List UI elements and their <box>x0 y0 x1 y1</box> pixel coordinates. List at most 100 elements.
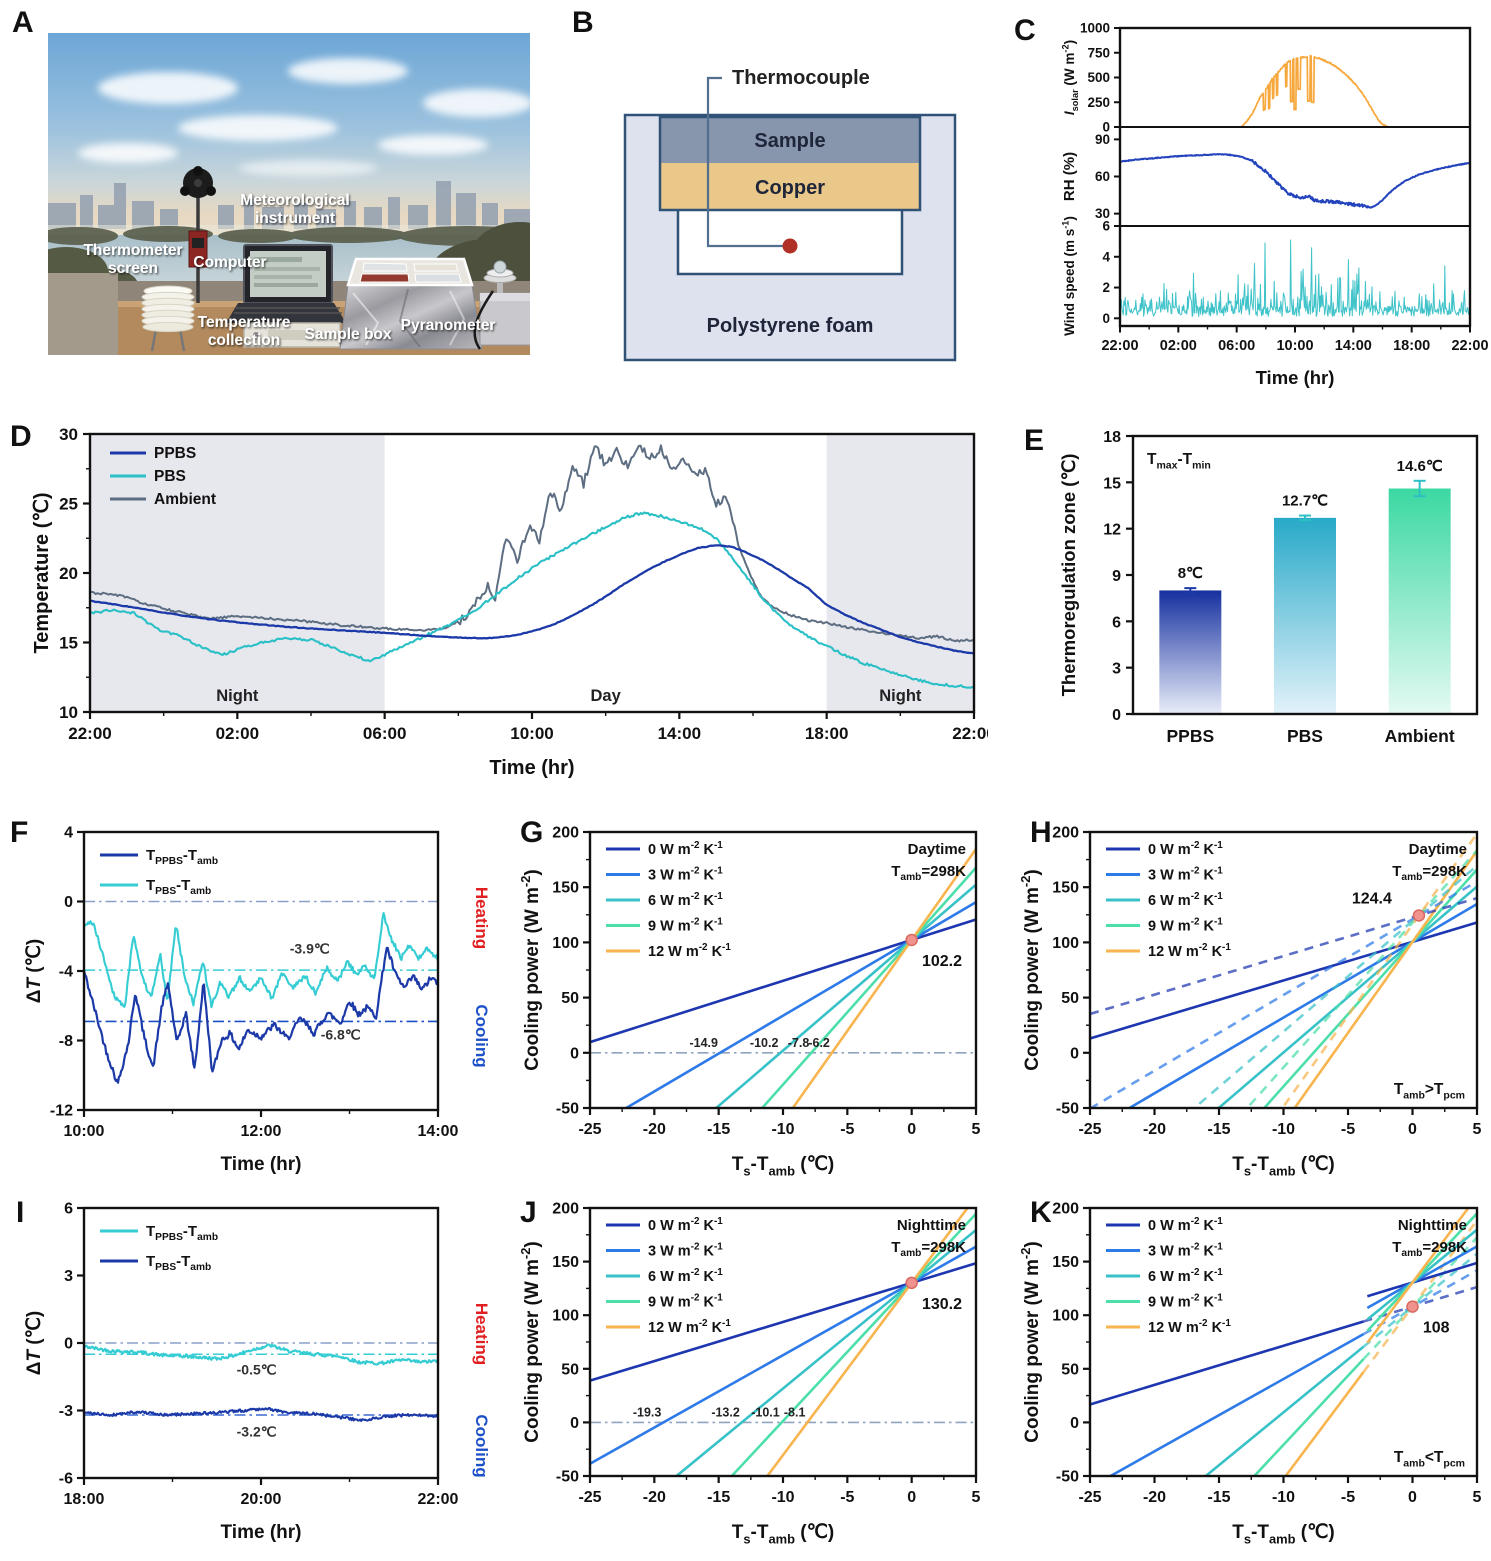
fan-line-dashed-6W <box>1362 1252 1477 1348</box>
series-pbs <box>89 511 975 689</box>
x-tick-label: 5 <box>1473 1489 1482 1506</box>
annotation: -3.9℃ <box>290 941 330 957</box>
photo-label: Pyranometer <box>401 317 496 334</box>
computer-device <box>226 244 346 323</box>
series-wind <box>1120 239 1470 317</box>
sample-box-device <box>339 257 483 350</box>
panel-e-chart: 8℃ PPBS 12.7℃ PBS 14.6℃ Ambient 0 3 6 9 12 15 18 Tmax… <box>1058 429 1479 746</box>
svg-text:100: 100 <box>1052 1308 1079 1325</box>
cooling-label: Cooling <box>472 1004 490 1067</box>
legend-label: PBS <box>154 468 186 485</box>
diagram-labels: Thermocouple Sample Copper Polystyrene foam <box>707 67 874 337</box>
y-axis-label: ΔT (℃) <box>24 1311 45 1376</box>
x-tick-label: -20 <box>1143 1121 1166 1138</box>
bar-category-label: PBS <box>1287 726 1323 746</box>
series-rh <box>1120 153 1470 209</box>
photo-label: Computer <box>193 254 266 271</box>
panel-letter-h: H <box>1030 816 1052 849</box>
bar-value-label: 8℃ <box>1178 565 1203 582</box>
fan-line-3W <box>1107 1332 1365 1476</box>
fan-line-9W <box>1252 1358 1365 1476</box>
x-tick-label: 02:00 <box>1160 338 1197 354</box>
svg-text:0: 0 <box>570 1045 579 1062</box>
bar-ppbs <box>1159 590 1222 714</box>
fan-line-0W <box>1090 921 1477 1040</box>
svg-text:150: 150 <box>1052 880 1079 897</box>
fan-line-0W <box>1366 1261 1477 1298</box>
crossing-label: 102.2 <box>922 953 962 970</box>
y-axis-label: Temperature (℃) <box>31 492 53 653</box>
legend-label: 6 W m-2 K-1 <box>648 1267 723 1285</box>
panel-letter-k: K <box>1030 1196 1052 1229</box>
svg-text:0: 0 <box>1112 707 1121 724</box>
x-tick-label: 18:00 <box>805 724 848 743</box>
city-skyline <box>48 181 530 229</box>
svg-text:-12: -12 <box>50 1103 73 1120</box>
condition-label: Tamb=298K <box>1392 863 1467 883</box>
x-tick-label: 22:00 <box>418 1491 459 1508</box>
svg-text:100: 100 <box>552 935 579 952</box>
crossing-label: 108 <box>1423 1320 1450 1337</box>
legend-label: 12 W m-2 K-1 <box>648 942 731 960</box>
x-axis-label: Ts-Tamb (℃) <box>1232 1154 1335 1178</box>
x-intercept-label: -8.1 <box>784 1405 806 1419</box>
svg-text:100: 100 <box>552 1308 579 1325</box>
photo-label: Thermometer <box>83 242 182 259</box>
heating-label: Heating <box>472 887 490 949</box>
fan-line-dashed-9W <box>1362 1236 1477 1361</box>
svg-text:-3: -3 <box>59 1403 73 1420</box>
x-tick-label: -15 <box>707 1489 730 1506</box>
svg-text:100: 100 <box>1052 935 1079 952</box>
legend-label: TPPBS-Tamb <box>146 847 218 867</box>
svg-text:150: 150 <box>552 880 579 897</box>
label-copper: Copper <box>755 177 825 199</box>
crossing-label: 124.4 <box>1352 890 1392 907</box>
fan-line-0W <box>1090 1320 1364 1406</box>
x-tick-label: 02:00 <box>216 724 259 743</box>
svg-text:-50: -50 <box>556 1101 579 1118</box>
photo-label: Temperature <box>198 314 291 331</box>
photo-label: Sample box <box>305 326 392 343</box>
copper-layer <box>660 163 920 210</box>
x-tick-label: -10 <box>771 1121 794 1138</box>
x-axis-label: Time (hr) <box>1256 367 1335 388</box>
fan-line-dashed-0W <box>1090 896 1477 1016</box>
condition-label: Tamb=298K <box>891 1239 966 1259</box>
cooling-label: Cooling <box>472 1414 490 1477</box>
y-axis-label-solar: Isolar (W m-2) <box>1060 40 1080 115</box>
fan-line-12W <box>1293 850 1477 1108</box>
x-tick-label: -15 <box>1207 1489 1230 1506</box>
x-tick-label: 5 <box>1473 1121 1482 1138</box>
panel-letter-b: B <box>572 6 594 39</box>
y-axis-label-wind: Wind speed (m s-1) <box>1060 216 1077 336</box>
series-pbs <box>83 911 439 1009</box>
svg-text:30: 30 <box>59 425 78 444</box>
svg-text:4: 4 <box>64 825 73 842</box>
fan-line-3W <box>623 900 976 1108</box>
x-tick-label: -5 <box>840 1121 854 1138</box>
x-tick-label: 12:00 <box>241 1123 282 1140</box>
panel-letter-i: I <box>16 1196 25 1229</box>
x-axis-label: Ts-Tamb (℃) <box>732 1522 835 1546</box>
svg-text:200: 200 <box>1052 825 1079 842</box>
condition-label: Daytime <box>1409 841 1467 858</box>
svg-text:-50: -50 <box>1056 1101 1079 1118</box>
x-tick-label: 10:00 <box>64 1123 105 1140</box>
x-tick-label: -15 <box>1207 1121 1230 1138</box>
svg-text:90: 90 <box>1095 132 1110 147</box>
legend-label: 0 W m-2 K-1 <box>1148 840 1223 858</box>
y-axis-label-rh: RH (%) <box>1061 152 1078 201</box>
svg-text:50: 50 <box>1061 1361 1079 1378</box>
fan-line-9W <box>760 866 976 1108</box>
svg-text:3: 3 <box>64 1268 73 1285</box>
night-shading <box>90 434 385 712</box>
svg-text:2: 2 <box>1102 280 1110 295</box>
x-tick-label: 0 <box>1408 1121 1417 1138</box>
svg-text:-50: -50 <box>1056 1469 1079 1486</box>
panel-letter-e: E <box>1024 424 1045 457</box>
svg-text:15: 15 <box>59 634 78 653</box>
svg-text:30: 30 <box>1095 206 1110 221</box>
y-axis-label: ΔT (℃) <box>24 939 45 1004</box>
series-ambient <box>89 444 975 643</box>
